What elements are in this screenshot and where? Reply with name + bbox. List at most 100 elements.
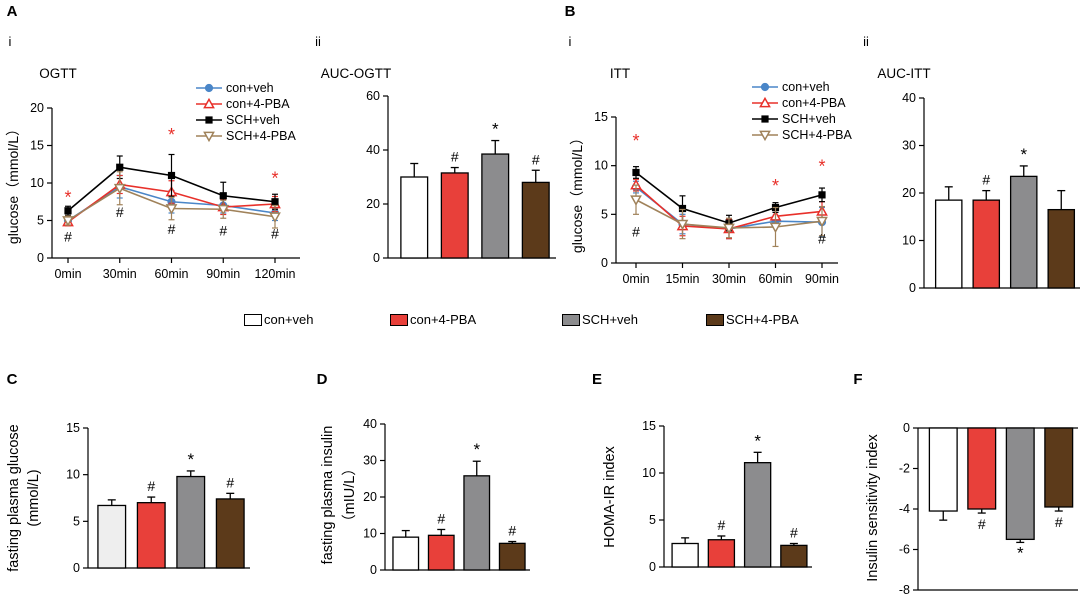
y-tick-label: 0 [373,251,380,265]
chart-title: ITT [610,66,630,81]
y-axis-label: HOMA-IR index [602,445,618,547]
y-axis-label: glucose（mmol/L） [569,131,585,253]
significance-star: * [271,169,278,189]
marker-triangle-down [62,216,74,227]
chart-title: AUC-OGTT [321,66,392,81]
legend-label: con+veh [226,81,274,95]
legend-label: SCH+4-PBA [726,312,799,327]
significance-hash: # [1055,514,1063,530]
x-tick-label: 60min [758,272,792,286]
y-tick-label: -8 [899,583,910,597]
significance-hash: # [116,204,124,220]
bar-SCH+veh [176,475,206,569]
x-tick-label: 0min [54,267,81,281]
y-axis-label-unit: （mIU/L） [341,461,358,529]
bar-con+veh [97,504,127,569]
line-legend-item: SCH+4-PBA [196,129,296,143]
legend-label: SCH+veh [782,112,836,126]
legend-swatch-sch-pba [706,313,724,326]
marker-square [116,163,124,171]
panel-sublabel: ii [315,34,321,49]
y-tick-label: 10 [363,527,377,541]
legend-label: con+4-PBA [782,96,846,110]
significance-star: * [818,156,825,176]
bar-SCH+4-PBA [1044,427,1074,508]
bar-con+veh [928,427,958,512]
panel-sublabel: i [569,34,572,49]
significance-hash: # [790,525,798,541]
marker-square [64,207,72,215]
significance-hash: # [219,223,227,239]
legend-label: con+veh [264,312,314,327]
bar-SCH+4-PBA [498,542,526,571]
marker-triangle-down [723,223,735,235]
significance-star: * [168,125,175,145]
y-tick-label: 0 [37,251,44,265]
y-axis-label-unit: (mmol/L) [26,469,42,526]
marker-square [271,198,279,206]
significance-star: * [473,440,480,459]
marker-square [632,168,640,177]
y-tick-label: 5 [601,207,608,221]
bar-con+4-PBA [427,534,455,571]
y-tick-label: 0 [601,256,608,270]
significance-hash: # [168,221,176,237]
line-legend-item: con+veh [752,80,830,94]
significance-hash: # [508,523,516,539]
y-tick-label: 40 [363,417,377,431]
y-tick-label: -2 [899,462,910,476]
y-axis-label: fasting plasma insulin [320,426,336,565]
bar-con+veh [671,542,699,568]
x-tick-label: 15min [665,272,699,286]
legend-item-con-pba: con+4-PBA [390,312,476,327]
y-tick-label: 5 [73,514,80,528]
significance-star: * [492,120,499,139]
marker-triangle-down [269,212,281,223]
panel-sublabel: i [9,34,12,49]
shared-legend: con+veh con+4-PBA SCH+veh SCH+4-PBA [0,312,1084,334]
legend-swatch-con-veh [244,313,262,326]
y-axis-label: fasting plasma glucose [6,424,22,572]
marker-triangle [203,97,215,109]
panel-sublabel: ii [863,34,869,49]
y-tick-label: 15 [66,421,80,435]
line-legend-item: SCH+veh [196,113,280,127]
bar-SCH+4-PBA [780,544,808,568]
significance-hash: # [632,224,640,240]
y-tick-label: 15 [594,110,608,124]
line-legend-item: SCH+4-PBA [752,128,852,142]
y-tick-label: 0 [649,560,656,574]
significance-hash: # [978,516,986,532]
y-tick-label: 20 [366,197,380,211]
y-tick-label: 15 [642,419,656,433]
legend-label: con+4-PBA [410,312,477,327]
marker-circle [760,82,770,92]
significance-hash: # [818,231,826,247]
significance-hash: # [437,510,445,526]
y-tick-label: 15 [30,139,44,153]
significance-hash: # [147,478,155,494]
significance-star: * [1017,543,1024,562]
x-tick-label: 90min [805,272,839,286]
x-tick-label: 60min [154,267,188,281]
marker-triangle-down [816,216,828,228]
x-tick-label: 90min [206,267,240,281]
panel-label-D: D [317,371,328,388]
marker-triangle-down [217,204,230,216]
y-tick-label: 20 [363,490,377,504]
bar-con+4-PBA [136,502,166,569]
y-tick-label: 5 [649,513,656,527]
bar-SCH+veh [481,153,510,259]
significance-star: * [187,450,194,469]
legend-swatch-sch-veh [562,313,580,326]
y-tick-label: 30 [363,454,377,468]
series-SCH+4-PBA [630,184,828,248]
y-tick-label: 0 [73,561,80,575]
y-tick-label: -6 [899,543,910,557]
marker-triangle-down [630,195,642,206]
bar-con+4-PBA [707,539,736,568]
marker-triangle-down [113,183,126,195]
marker-square [818,191,826,199]
significance-hash: # [717,517,725,533]
